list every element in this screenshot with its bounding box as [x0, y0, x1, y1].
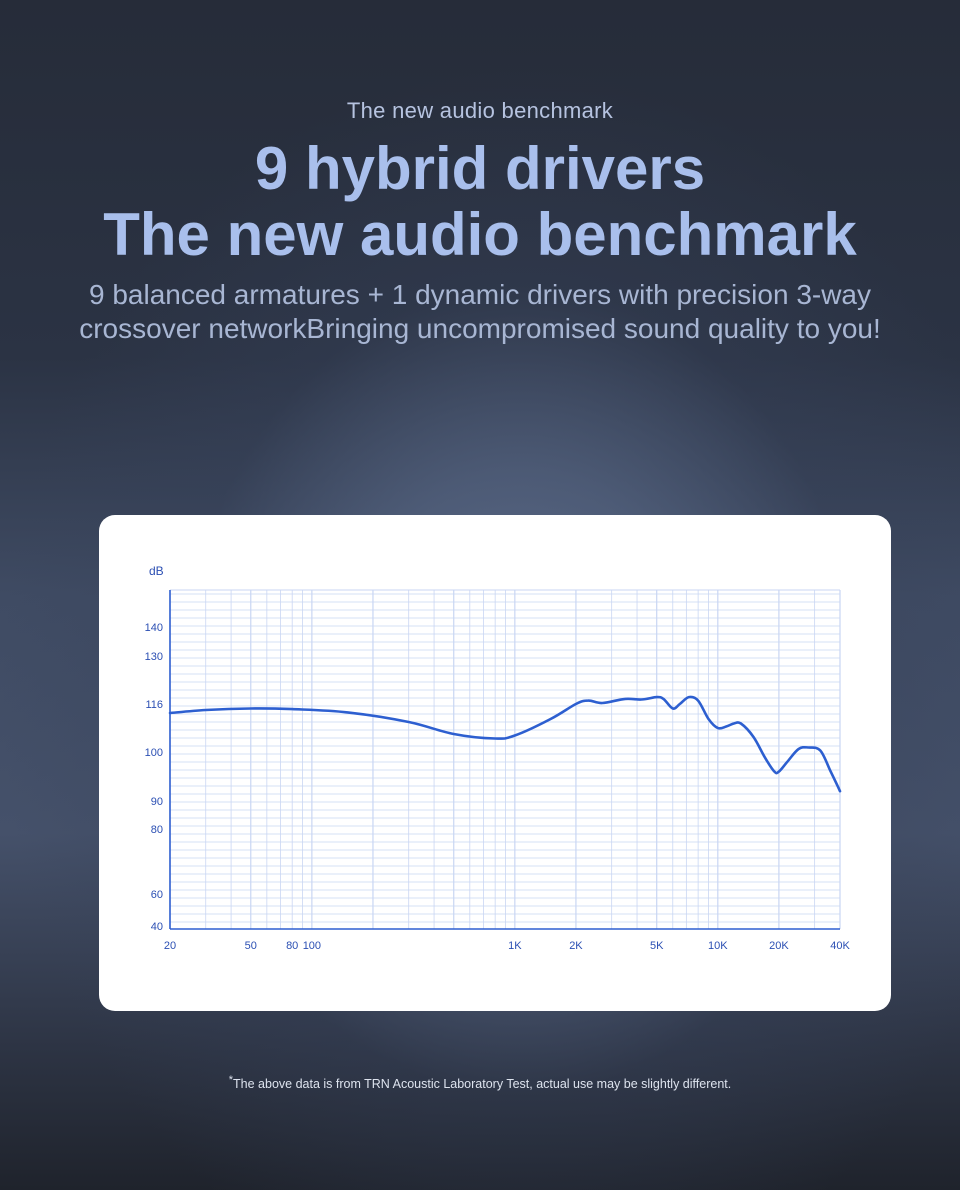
frequency-response-curve: [168, 695, 842, 793]
frequency-response-card: 40 60 80 90 100 116 130 140 20 50 80 100 1K 2K 5K 10K 20…: [99, 515, 891, 1011]
y-axis-label: dB: [149, 564, 164, 578]
tick-labels: 40 60 80 90 100 116 130 140 20 50 80 100 1K 2K 5K 10K 20…: [145, 622, 851, 952]
grid-major: [169, 590, 841, 929]
footnote: *The above data is from TRN Acoustic Lab…: [0, 1074, 960, 1091]
footnote-asterisk: *: [228, 1074, 234, 1086]
x-tick-label: 20K: [769, 940, 789, 952]
grid-minor: [170, 589, 841, 929]
y-tick-label: 116: [145, 699, 163, 711]
chart-axes: [169, 590, 840, 930]
frequency-response-chart: 40 60 80 90 100 116 130 140 20 50 80 100 1K 2K 5K 10K 20…: [145, 564, 851, 952]
x-tick-label: 20: [164, 940, 176, 952]
x-tick-label: 2K: [569, 940, 583, 952]
y-tick-label: 100: [145, 747, 163, 759]
headline-line-1: 9 hybrid drivers: [254, 135, 706, 202]
series-layer: [168, 695, 842, 793]
y-tick-label: 130: [145, 651, 163, 663]
y-tick-label: 80: [151, 824, 163, 836]
footnote-text: The above data is from TRN Acoustic Labo…: [233, 1077, 732, 1092]
y-tick-label: 90: [151, 796, 163, 808]
y-tick-label: 40: [151, 921, 163, 933]
headline-line-2: The new audio benchmark: [103, 201, 857, 268]
x-tick-label: 1K: [508, 940, 522, 952]
x-tick-label: 40K: [830, 940, 850, 952]
eyebrow-text: The new audio benchmark: [346, 98, 614, 123]
x-tick-label: 50: [245, 940, 257, 952]
x-tick-label: 80: [286, 940, 298, 952]
subtitle-line-1: 9 balanced armatures + 1 dynamic drivers…: [88, 279, 872, 310]
x-tick-label: 5K: [650, 940, 664, 952]
x-tick-label: 10K: [708, 940, 728, 952]
x-tick-label: 100: [303, 940, 321, 952]
y-tick-label: 60: [151, 889, 163, 901]
y-tick-label: 140: [145, 622, 163, 634]
subtitle-line-2: crossover networkBringing uncompromised …: [79, 313, 881, 344]
